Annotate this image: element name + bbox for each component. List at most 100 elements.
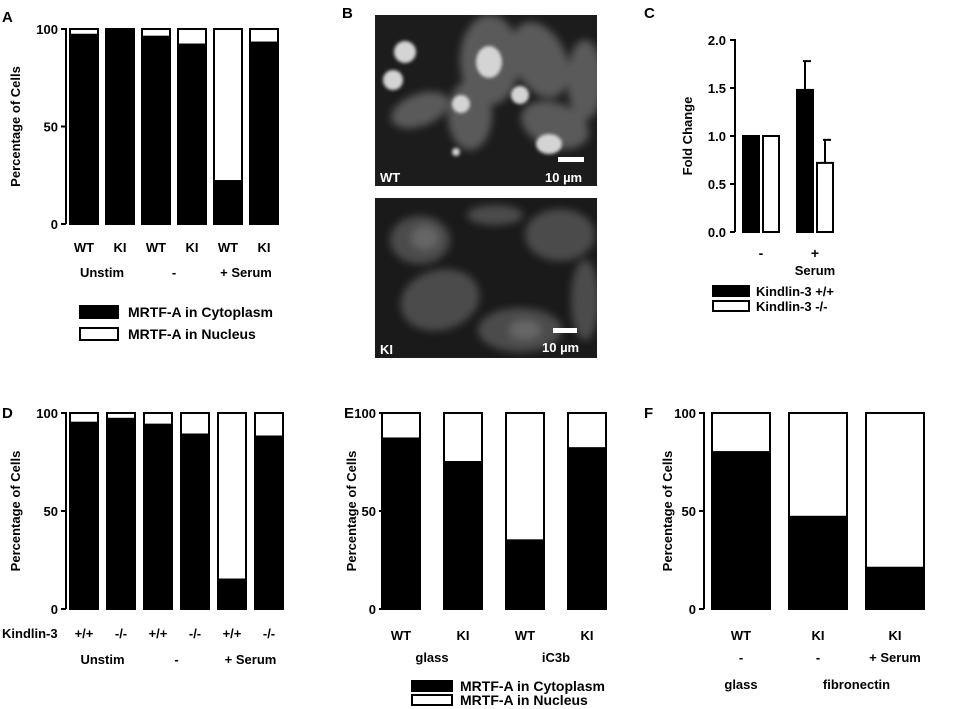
- y-tick-label: 50: [362, 504, 376, 519]
- y-tick-label: 0: [51, 217, 58, 232]
- y-axis-label: Fold Change: [680, 97, 695, 176]
- bar-cytoplasm: [143, 423, 173, 611]
- micrograph-wt: WT 10 µm: [375, 15, 597, 186]
- group-label: -: [174, 652, 178, 667]
- y-tick-label: 1.5: [708, 81, 726, 96]
- micrograph-ki-label: KI: [380, 342, 393, 357]
- legend-swatch-kindlin-ko: [712, 300, 750, 312]
- x-tick-label: KI: [258, 240, 271, 255]
- bar-cytoplasm: [443, 461, 483, 610]
- x-tick-label: KI: [889, 628, 902, 643]
- bar-cytoplasm: [254, 435, 284, 610]
- bar-nucleus: [213, 28, 243, 183]
- legend-label-kindlin-wt: Kindlin-3 +/+: [756, 284, 834, 299]
- x-sub-label: + Serum: [869, 650, 921, 665]
- panel-label-c: C: [644, 5, 655, 22]
- x-tick-label: -/-: [115, 626, 127, 641]
- legend-a: MRTF-A in Cytoplasm MRTF-A in Nucleus: [79, 304, 273, 342]
- x-tick-label: -/-: [263, 626, 275, 641]
- bar-cytoplasm: [249, 41, 279, 226]
- bar-nucleus: [443, 412, 483, 463]
- y-tick-label: 0: [51, 602, 58, 617]
- x-sub-label: -: [816, 650, 820, 665]
- chart-f: 0 50 100 Percentage of Cells WT - KI - KI + Serum…: [660, 406, 925, 692]
- x-tick-label: +/+: [223, 626, 242, 641]
- scale-bar-wt-label: 10 µm: [545, 170, 582, 185]
- x-tick-label: +: [811, 245, 819, 261]
- bar-cytoplasm: [505, 539, 545, 611]
- y-tick-label: 0.5: [708, 177, 726, 192]
- legend-swatch-nucleus-e: [411, 694, 453, 706]
- legend-label-kindlin-ko: Kindlin-3 -/-: [756, 299, 828, 314]
- x-tick-label: KI: [114, 240, 127, 255]
- bar-nucleus: [177, 28, 207, 46]
- group-label: + Serum: [225, 652, 277, 667]
- micrograph-wt-label: WT: [380, 170, 400, 185]
- bar-cytoplasm: [217, 578, 247, 610]
- y-tick-label: 50: [682, 504, 696, 519]
- x-sub-label: -: [739, 650, 743, 665]
- legend-label-nucleus-e: MRTF-A in Nucleus: [460, 692, 588, 708]
- y-axis-label: Percentage of Cells: [8, 66, 23, 187]
- bar-cytoplasm: [177, 43, 207, 225]
- bar-nucleus: [217, 412, 247, 581]
- bar-nucleus: [865, 412, 925, 569]
- bar-cytoplasm: [213, 180, 243, 226]
- legend-swatch-cytoplasm-e: [411, 680, 453, 692]
- y-tick-label: 50: [44, 120, 58, 135]
- panel-label-a: A: [2, 9, 13, 26]
- bar-nucleus: [567, 412, 607, 450]
- legend-swatch-cytoplasm: [79, 305, 119, 319]
- bar-cytoplasm: [106, 417, 136, 610]
- x-axis-label: Serum: [795, 263, 835, 278]
- bar-nucleus: [69, 412, 99, 424]
- y-axis-label: Percentage of Cells: [344, 451, 359, 572]
- scale-bar-wt: [558, 157, 584, 162]
- bar-cytoplasm: [141, 35, 171, 225]
- bar-nucleus: [788, 412, 848, 518]
- x-tick-label: KI: [186, 240, 199, 255]
- group-label: iC3b: [542, 650, 570, 665]
- bar-cytoplasm: [711, 451, 771, 611]
- chart-e: 0 50 100 Percentage of Cells WT KI WT KI glass iC…: [344, 406, 607, 665]
- bar-nucleus: [141, 28, 171, 38]
- bar-cytoplasm: [69, 421, 99, 610]
- panel-label-b: B: [342, 5, 353, 22]
- panel-label-d: D: [2, 405, 13, 422]
- legend-e: MRTF-A in Cytoplasm MRTF-A in Nucleus: [411, 678, 605, 708]
- x-tick-label: WT: [218, 240, 238, 255]
- bar-nucleus: [505, 412, 545, 542]
- x-tick-label: WT: [391, 628, 411, 643]
- group-label: Unstim: [80, 265, 124, 280]
- y-tick-label: 1.0: [708, 129, 726, 144]
- legend-label-cytoplasm-e: MRTF-A in Cytoplasm: [460, 678, 605, 694]
- group-label: fibronectin: [823, 677, 890, 692]
- bar-cytoplasm: [567, 447, 607, 610]
- legend-swatch-nucleus: [79, 327, 119, 341]
- group-label: Unstim: [80, 652, 124, 667]
- x-tick-label: WT: [146, 240, 166, 255]
- x-tick-label: WT: [74, 240, 94, 255]
- legend-label-nucleus: MRTF-A in Nucleus: [128, 326, 256, 342]
- y-tick-label: 100: [674, 406, 696, 421]
- y-tick-label: 100: [36, 22, 58, 37]
- row-label: Kindlin-3: [2, 626, 58, 641]
- bar-kindlin-wt: [742, 135, 760, 233]
- bar-cytoplasm: [865, 566, 925, 611]
- x-tick-label: WT: [731, 628, 751, 643]
- legend-swatch-kindlin-wt: [712, 285, 750, 297]
- y-tick-label: 50: [44, 504, 58, 519]
- y-tick-label: 100: [354, 406, 376, 421]
- x-tick-label: -: [759, 245, 764, 261]
- panel-label-f: F: [644, 405, 653, 422]
- bar-kindlin-ko: [816, 161, 834, 234]
- x-tick-label: -/-: [189, 626, 201, 641]
- y-tick-label: 0.0: [708, 225, 726, 240]
- bar-nucleus: [180, 412, 210, 436]
- bar-nucleus: [254, 412, 284, 438]
- group-label: glass: [415, 650, 448, 665]
- group-label: glass: [724, 677, 757, 692]
- chart-c: 0.0 0.5 1.0 1.5 2.0 Fold Change - + Serum: [680, 33, 835, 278]
- bar-cytoplasm: [69, 33, 99, 225]
